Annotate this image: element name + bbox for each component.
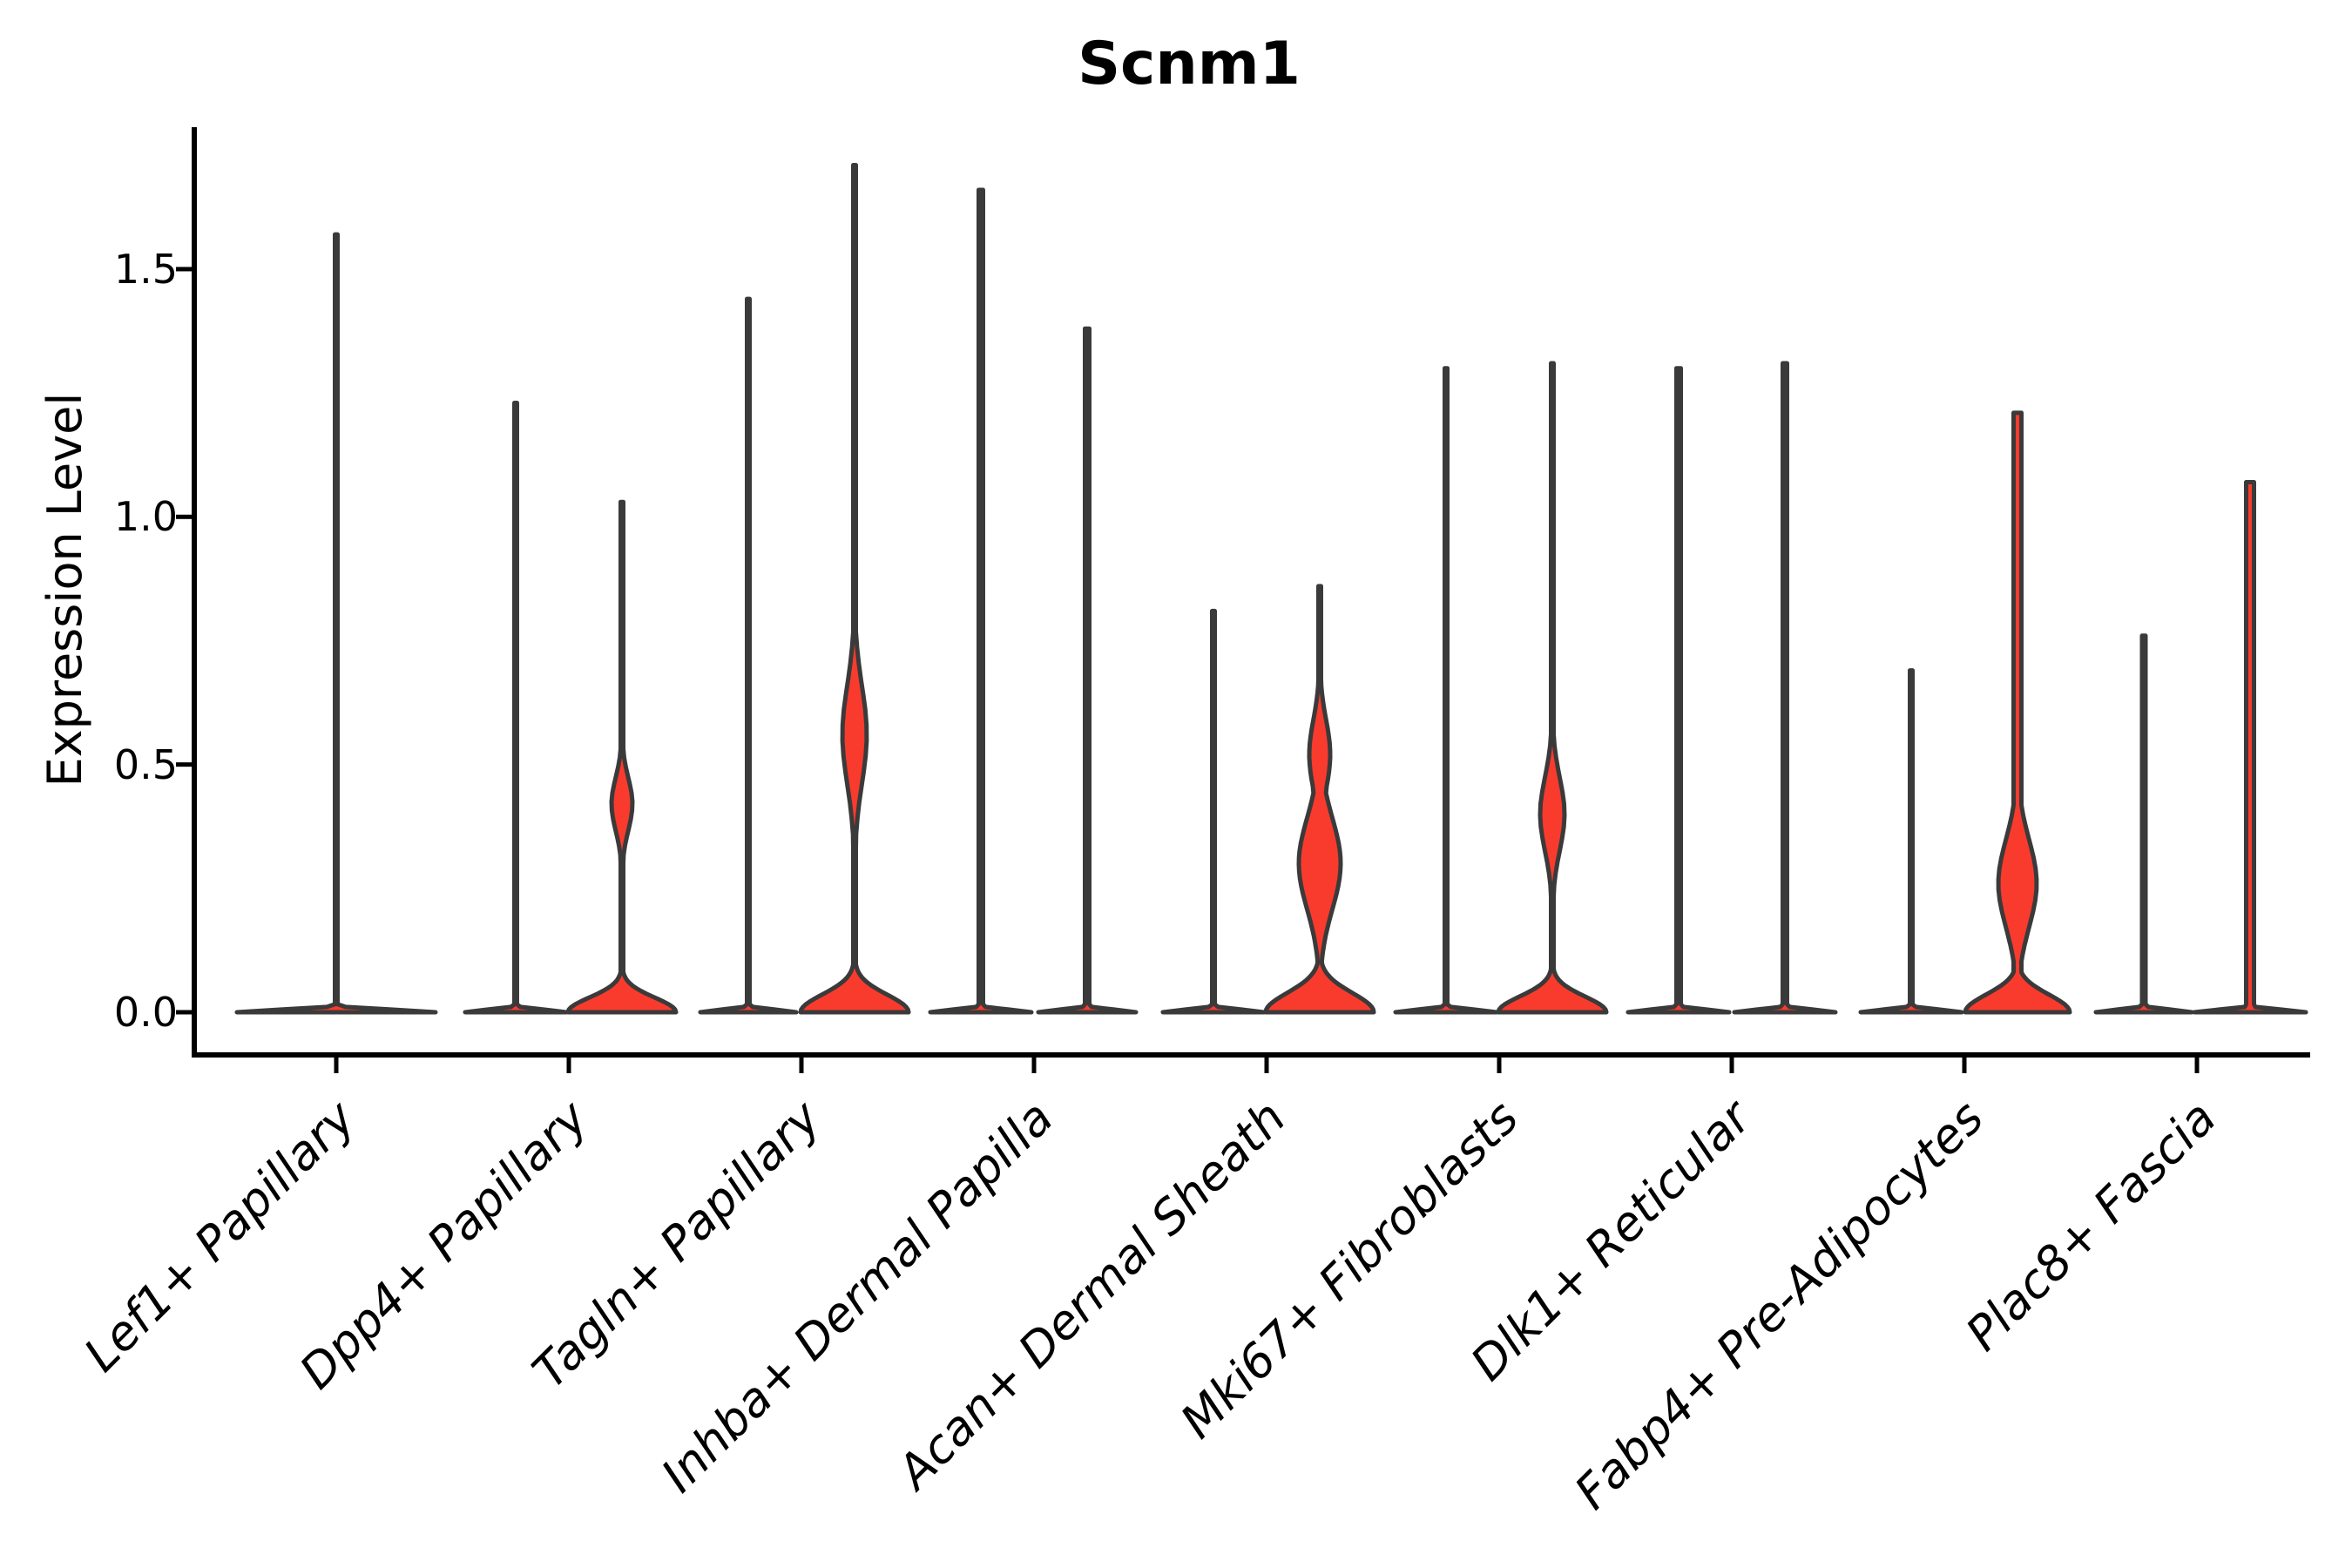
violin-shape	[2192, 480, 2308, 1015]
x-tick	[1264, 1058, 1269, 1073]
violin-shape	[1858, 668, 1964, 1015]
violin-shape	[928, 187, 1034, 1015]
violin-shape	[2093, 633, 2194, 1015]
x-axis-spine	[192, 1052, 2310, 1058]
x-tick	[1962, 1058, 1967, 1073]
violin-shape	[1160, 608, 1267, 1015]
y-tick	[176, 514, 192, 519]
violin-shape	[798, 163, 911, 1015]
x-tick	[1729, 1058, 1734, 1073]
violin-shape	[1963, 410, 2072, 1015]
x-tick	[1497, 1058, 1502, 1073]
x-tick	[566, 1058, 571, 1073]
y-axis-spine	[192, 127, 197, 1058]
violin-shape	[234, 232, 438, 1015]
y-tick	[176, 267, 192, 272]
violin-shape	[698, 296, 799, 1015]
y-tick-label: 1.5	[113, 245, 178, 293]
x-tick	[334, 1058, 339, 1073]
violin-shape	[463, 401, 569, 1015]
y-tick	[176, 1010, 192, 1015]
y-tick-label: 0.0	[113, 989, 178, 1036]
violin-shape	[1496, 361, 1609, 1015]
y-tick	[176, 762, 192, 767]
violin-shape	[1393, 366, 1499, 1015]
x-tick	[2194, 1058, 2200, 1073]
violin-shape	[565, 499, 679, 1015]
violin-shape	[1036, 326, 1139, 1015]
x-tick	[1031, 1058, 1037, 1073]
chart-title: Scnm1	[1078, 30, 1301, 98]
violin-shape	[1263, 584, 1376, 1015]
violin-shape	[1625, 366, 1732, 1015]
x-tick	[799, 1058, 804, 1073]
violin-shape	[1732, 361, 1838, 1015]
y-tick-label: 0.5	[113, 740, 178, 788]
y-tick-label: 1.0	[113, 493, 178, 541]
